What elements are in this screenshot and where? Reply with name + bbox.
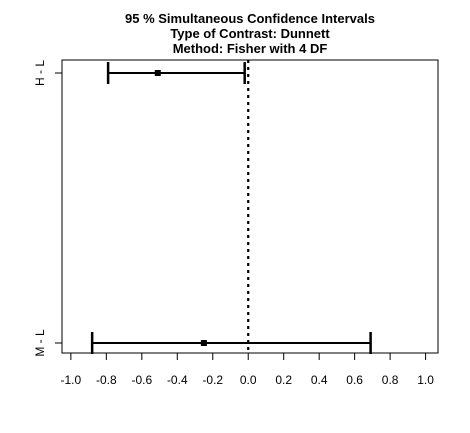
x-tick-label: 0.6 (346, 373, 363, 387)
chart-title-line-2: Type of Contrast: Dunnett (170, 26, 330, 41)
x-tick-label: 0.8 (382, 373, 399, 387)
x-tick-label: -0.2 (202, 373, 223, 387)
point-estimate (154, 70, 161, 76)
point-estimate (200, 340, 207, 346)
y-tick-label: M - L (33, 329, 47, 357)
chart-title-line-1: 95 % Simultaneous Confidence Intervals (125, 11, 375, 26)
x-tick-label: 1.0 (417, 373, 434, 387)
chart-title-line-3: Method: Fisher with 4 DF (173, 41, 328, 56)
x-tick-label: 0.4 (311, 373, 328, 387)
x-tick-label: -0.6 (131, 373, 152, 387)
x-tick-label: 0.0 (240, 373, 257, 387)
y-tick-label: H - L (33, 60, 47, 86)
x-tick-label: -1.0 (61, 373, 82, 387)
x-tick-label: 0.2 (275, 373, 292, 387)
plot-frame (61, 59, 439, 354)
x-tick-label: -0.8 (96, 373, 117, 387)
x-tick-label: -0.4 (167, 373, 188, 387)
